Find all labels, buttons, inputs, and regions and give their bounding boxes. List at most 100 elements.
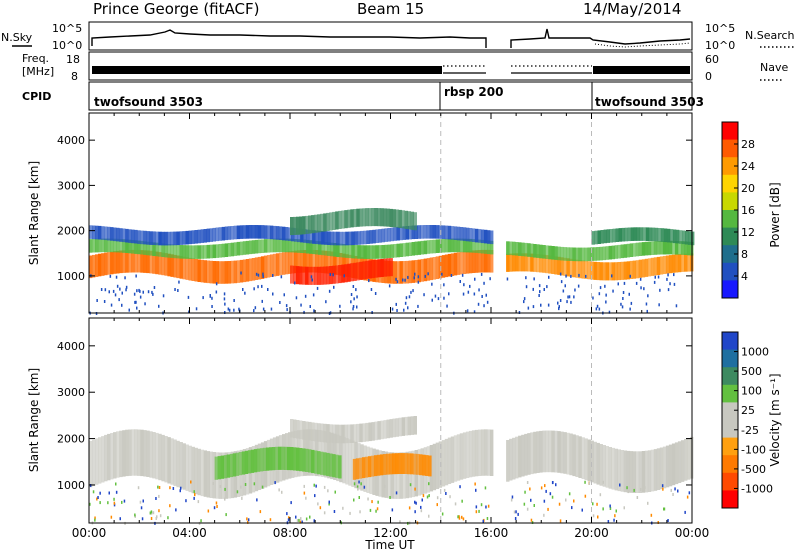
power-data-cell — [347, 209, 351, 228]
velocity-speckle — [286, 512, 288, 516]
power-speckle — [467, 290, 470, 294]
velocity-speckle — [596, 502, 598, 506]
power-data-cell — [221, 243, 226, 258]
velocity-speckle — [155, 497, 157, 500]
velocity-data-cell — [326, 452, 330, 477]
power-data-cell — [605, 262, 609, 281]
velocity-speckle — [180, 486, 182, 490]
power-speckle — [578, 273, 580, 277]
velocity-data-cell — [332, 424, 336, 444]
power-speckle — [395, 302, 397, 306]
power-data-cell — [215, 261, 219, 284]
power-speckle — [300, 303, 302, 307]
power-panel: 1000 2000 3000 4000 Slant Range [km] — [27, 112, 695, 315]
freq-label-1: Freq. — [22, 52, 49, 65]
power-data-cell — [644, 258, 649, 277]
power-data-cell — [474, 250, 479, 273]
velocity-data-cell — [632, 451, 637, 493]
velocity-data-cell — [509, 438, 513, 481]
colorbar-tick-label: 16 — [741, 204, 755, 217]
velocity-speckle — [303, 484, 305, 488]
power-speckle — [605, 300, 607, 304]
velocity-speckle — [547, 507, 549, 511]
velocity-data-cell — [614, 448, 618, 491]
velocity-speckle — [327, 489, 329, 493]
velocity-data-cell — [506, 440, 510, 482]
velocity-speckle — [123, 499, 126, 503]
power-data-cell — [221, 261, 226, 284]
power-data-cell — [275, 226, 280, 240]
power-data-cell — [617, 262, 621, 281]
power-data-cell — [332, 211, 336, 230]
velocity-speckle — [428, 514, 430, 518]
power-data-cell — [509, 253, 513, 272]
velocity-speckle — [633, 488, 635, 492]
power-data-cell — [669, 229, 674, 243]
velocity-speckle — [414, 487, 416, 491]
velocity-speckle — [584, 480, 586, 484]
power-data-cell — [185, 230, 189, 245]
power-data-cell — [176, 231, 180, 246]
power-data-cell — [597, 230, 601, 244]
velocity-speckle — [395, 491, 398, 495]
velocity-speckle — [94, 516, 96, 520]
power-data-cell — [200, 229, 204, 243]
power-data-cell — [685, 230, 689, 245]
velocity-speckle — [377, 500, 379, 504]
velocity-speckle — [530, 498, 532, 502]
power-data-cell — [357, 231, 361, 245]
power-data-cell — [674, 254, 679, 273]
power-data-cell — [374, 208, 378, 227]
velocity-data-cell — [277, 446, 282, 470]
power-speckle — [311, 278, 313, 282]
velocity-data-cell — [465, 431, 470, 478]
velocity-data-cell — [259, 448, 264, 472]
power-data-cell — [303, 229, 307, 243]
power-data-cell — [263, 225, 268, 239]
power-data-cell — [641, 242, 646, 256]
power-data-cell — [297, 239, 301, 253]
power-data-cell — [441, 239, 446, 253]
power-data-cell — [432, 239, 437, 254]
power-data-cell — [354, 245, 358, 259]
velocity-data-cell — [200, 449, 204, 497]
velocity-speckle — [543, 513, 545, 517]
velocity-speckle — [185, 499, 187, 503]
velocity-speckle — [422, 494, 425, 498]
power-data-cell — [149, 242, 153, 256]
velocity-speckle — [627, 490, 630, 494]
y-tick-label: 3000 — [57, 179, 85, 192]
power-data-cell — [521, 242, 525, 257]
freq-tick-top: 18 — [66, 53, 80, 66]
velocity-speckle — [99, 501, 101, 505]
power-speckle — [108, 290, 110, 294]
power-speckle — [405, 296, 408, 300]
velocity-data-cell — [490, 429, 494, 476]
power-speckle — [262, 307, 265, 311]
power-data-cell — [339, 243, 343, 258]
power-data-cell — [357, 245, 361, 259]
power-data-cell — [336, 252, 340, 276]
power-speckle — [604, 284, 606, 288]
velocity-speckle — [459, 485, 461, 489]
power-data-cell — [113, 238, 117, 253]
power-data-cell — [624, 227, 629, 242]
power-data-cell — [272, 238, 277, 253]
power-data-cell — [333, 252, 337, 275]
power-data-cell — [545, 255, 549, 274]
velocity-speckle — [288, 516, 290, 520]
velocity-speckle — [342, 506, 344, 510]
velocity-speckle — [134, 513, 136, 517]
velocity-data-cell — [290, 419, 294, 438]
power-data-cell — [651, 227, 656, 242]
power-data-cell — [125, 239, 129, 253]
power-data-cell — [323, 213, 327, 232]
velocity-data-cell — [194, 447, 198, 495]
velocity-speckle — [241, 496, 243, 500]
power-speckle — [153, 286, 156, 289]
power-data-cell — [318, 241, 322, 255]
velocity-data-cell — [530, 432, 534, 475]
velocity-speckle — [367, 497, 369, 501]
velocity-data-cell — [456, 434, 461, 481]
power-data-cell — [395, 209, 399, 228]
